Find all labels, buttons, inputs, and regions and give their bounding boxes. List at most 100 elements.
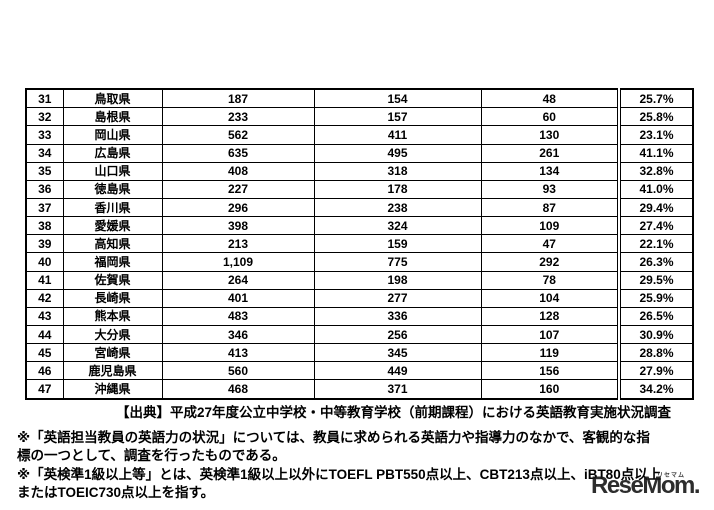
cell-row-number: 37 [25,198,64,218]
cell-value-2: 345 [313,343,482,363]
cell-row-number: 36 [25,179,64,200]
cell-percent: 29.4% [617,198,694,218]
cell-percent: 41.1% [617,143,694,163]
table-row: 35 山口県 408 318 134 32.8% [25,161,694,181]
cell-value-2: 324 [313,216,482,236]
cell-value-3: 48 [480,88,620,109]
cell-value-1: 264 [161,270,315,290]
cell-value-1: 346 [161,325,315,345]
cell-prefecture: 宮崎県 [62,343,163,363]
cell-row-number: 40 [25,252,64,272]
cell-value-3: 60 [480,107,620,127]
cell-value-2: 157 [313,107,482,127]
cell-value-2: 495 [313,143,482,163]
cell-percent: 27.9% [617,361,694,381]
cell-value-1: 398 [161,216,315,236]
cell-prefecture: 佐賀県 [62,270,163,290]
cell-value-1: 413 [161,343,315,363]
cell-prefecture: 岡山県 [62,125,163,145]
table-row: 37 香川県 296 238 87 29.4% [25,198,694,218]
cell-prefecture: 長崎県 [62,288,163,308]
table-row: 43 熊本県 483 336 128 26.5% [25,306,694,327]
cell-value-1: 468 [161,379,315,400]
cell-percent: 22.1% [617,234,694,254]
cell-value-3: 109 [480,216,620,236]
cell-percent: 34.2% [617,379,694,400]
table-row: 34 広島県 635 495 261 41.1% [25,143,694,163]
cell-value-2: 449 [313,361,482,381]
cell-value-3: 134 [480,161,620,181]
cell-value-2: 256 [313,325,482,345]
cell-percent: 29.5% [617,270,694,290]
cell-value-2: 277 [313,288,482,308]
cell-value-3: 261 [480,143,620,163]
cell-prefecture: 大分県 [62,325,163,345]
cell-prefecture: 香川県 [62,198,163,218]
cell-percent: 26.3% [617,252,694,272]
cell-value-1: 560 [161,361,315,381]
table-row: 33 岡山県 562 411 130 23.1% [25,125,694,145]
cell-value-3: 107 [480,325,620,345]
cell-value-1: 1,109 [161,252,315,272]
cell-value-2: 159 [313,234,482,254]
cell-row-number: 43 [25,306,64,327]
cell-value-3: 119 [480,343,620,363]
cell-prefecture: 広島県 [62,143,163,163]
cell-value-1: 483 [161,306,315,327]
cell-prefecture: 山口県 [62,161,163,181]
cell-prefecture: 沖縄県 [62,379,163,400]
cell-value-1: 562 [161,125,315,145]
table-row: 46 鹿児島県 560 449 156 27.9% [25,361,694,381]
cell-value-2: 238 [313,198,482,218]
cell-prefecture: 愛媛県 [62,216,163,236]
cell-row-number: 34 [25,143,64,163]
cell-row-number: 39 [25,234,64,254]
table-row: 39 高知県 213 159 47 22.1% [25,234,694,254]
table-row: 41 佐賀県 264 198 78 29.5% [25,270,694,290]
cell-percent: 32.8% [617,161,694,181]
table-row: 38 愛媛県 398 324 109 27.4% [25,216,694,236]
cell-value-1: 408 [161,161,315,181]
cell-value-3: 78 [480,270,620,290]
note-line: またはTOEIC730点以上を指す。 [17,484,215,500]
cell-percent: 25.7% [617,88,694,109]
cell-row-number: 32 [25,107,64,127]
cell-row-number: 35 [25,161,64,181]
cell-value-2: 318 [313,161,482,181]
table-row: 44 大分県 346 256 107 30.9% [25,325,694,345]
table-row: 45 宮崎県 413 345 119 28.8% [25,343,694,363]
cell-value-2: 198 [313,270,482,290]
cell-row-number: 38 [25,216,64,236]
cell-row-number: 46 [25,361,64,381]
cell-value-1: 401 [161,288,315,308]
table-row: 42 長崎県 401 277 104 25.9% [25,288,694,308]
cell-value-1: 213 [161,234,315,254]
cell-value-3: 47 [480,234,620,254]
cell-value-2: 154 [313,88,482,109]
cell-row-number: 41 [25,270,64,290]
cell-value-3: 93 [480,179,620,200]
cell-percent: 23.1% [617,125,694,145]
cell-percent: 25.9% [617,288,694,308]
note-english-teacher-ability: ※「英語担当教員の英語力の状況」については、教員に求められる英語力や指導力のなか… [17,429,712,464]
cell-value-2: 178 [313,179,482,200]
table-row: 32 島根県 233 157 60 25.8% [25,107,694,127]
cell-percent: 28.8% [617,343,694,363]
cell-value-3: 292 [480,252,620,272]
note-eiken-grade-definition: ※「英検準1級以上等」とは、英検準1級以上以外にTOEFL PBT550点以上、… [17,466,712,501]
cell-value-2: 775 [313,252,482,272]
cell-percent: 25.8% [617,107,694,127]
cell-percent: 26.5% [617,306,694,327]
cell-value-3: 128 [480,306,620,327]
cell-percent: 30.9% [617,325,694,345]
cell-value-1: 227 [161,179,315,200]
table-row: 36 徳島県 227 178 93 41.0% [25,179,694,200]
cell-value-3: 156 [480,361,620,381]
cell-row-number: 33 [25,125,64,145]
table-body: 31 鳥取県 187 154 48 25.7% 32 島根県 233 157 60 25.8% 33 岡山… [25,88,694,400]
table-row: 31 鳥取県 187 154 48 25.7% [25,88,694,109]
note-line: ※「英語担当教員の英語力の状況」については、教員に求められる英語力や指導力のなか… [17,430,650,445]
cell-percent: 41.0% [617,179,694,200]
cell-prefecture: 鳥取県 [62,88,163,109]
